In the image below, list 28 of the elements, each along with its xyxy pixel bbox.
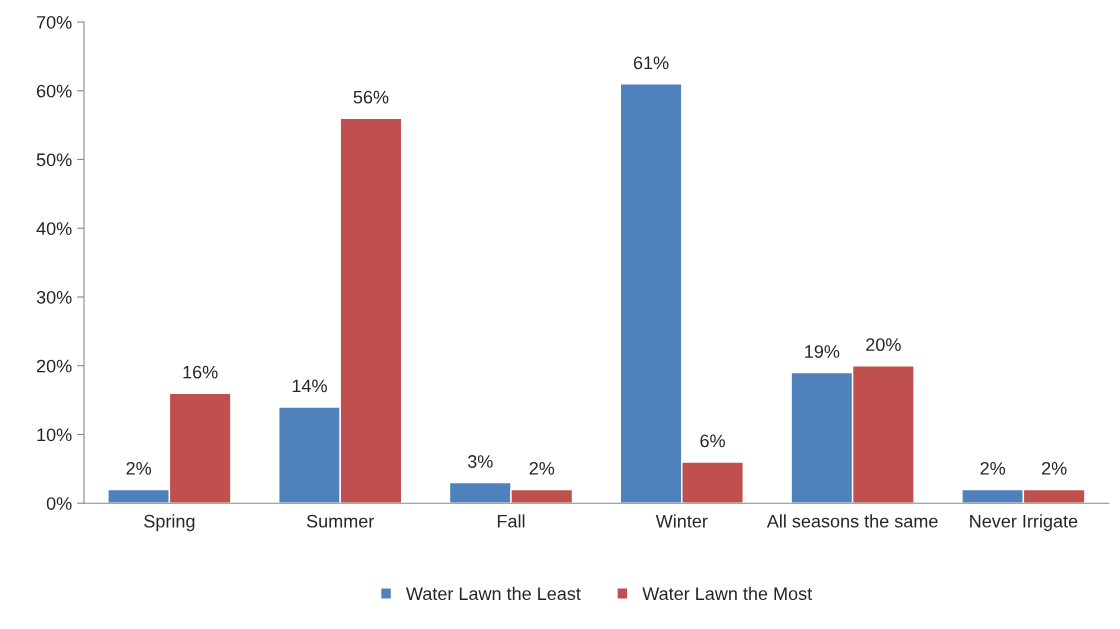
data-label: 2% <box>980 461 1006 475</box>
y-tick-label: 50% <box>36 153 72 167</box>
y-tick-label: 20% <box>36 359 72 373</box>
x-tick-label: Winter <box>655 514 708 528</box>
y-tick-label: 0% <box>46 497 72 510</box>
legend-label: Water Lawn the Least <box>406 586 581 601</box>
x-tick-label: Fall <box>497 514 525 528</box>
x-tick-label: Never Irrigate <box>970 514 1078 532</box>
y-tick-label: 60% <box>36 84 72 98</box>
y-tick-label: 30% <box>36 290 72 304</box>
data-label: 56% <box>353 90 389 104</box>
data-label: 6% <box>700 434 725 448</box>
data-label: 2% <box>529 461 555 475</box>
data-label: 61% <box>633 56 669 70</box>
data-label: 20% <box>866 338 901 352</box>
x-tick-label: Spring <box>144 514 195 532</box>
legend-label: Water Lawn the Most <box>642 586 813 601</box>
y-tick-label: 40% <box>36 222 72 235</box>
y-tick-label: 70% <box>36 15 72 29</box>
data-label: 2% <box>1042 461 1067 475</box>
data-label: 16% <box>183 365 218 379</box>
data-label: 19% <box>805 345 840 358</box>
data-label: 3% <box>467 455 493 468</box>
data-label: 14% <box>292 379 327 393</box>
y-tick-label: 10% <box>37 428 72 442</box>
data-label: 2% <box>126 461 152 475</box>
x-tick-label: All seasons the same <box>766 514 938 528</box>
x-tick-label: Summer <box>306 514 375 528</box>
